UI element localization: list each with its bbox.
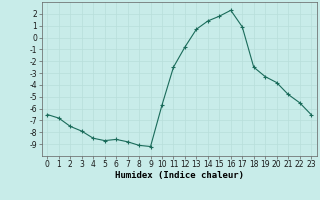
- X-axis label: Humidex (Indice chaleur): Humidex (Indice chaleur): [115, 171, 244, 180]
